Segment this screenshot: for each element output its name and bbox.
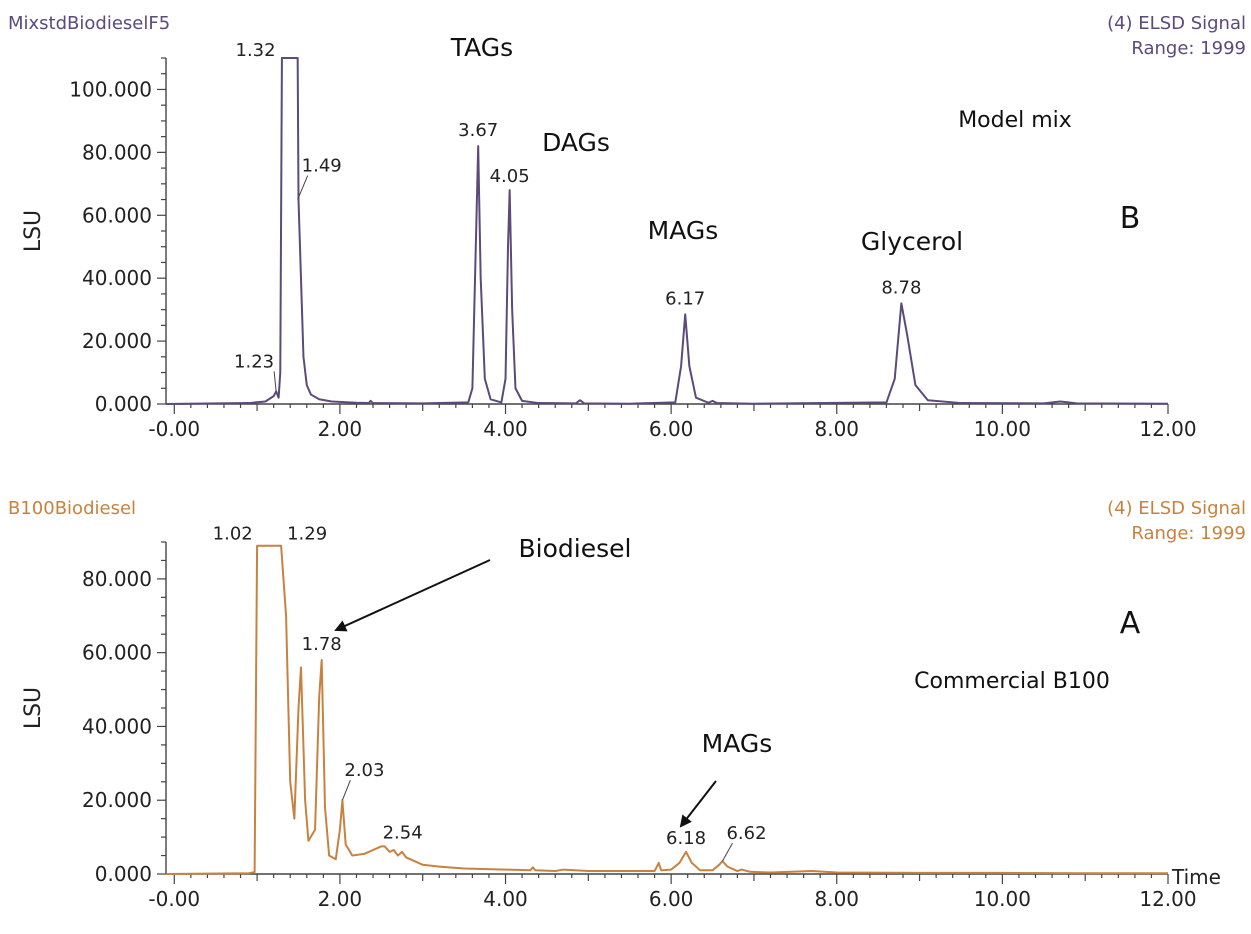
x-tick-label: 4.00: [483, 887, 528, 911]
annotation-label: MAGs: [648, 216, 719, 245]
panel-A: B100Biodiesel (4) ELSD Signal Range: 1999 L…: [8, 498, 1246, 911]
range-label: Range: 1999: [1131, 523, 1246, 544]
peak-leader: [341, 780, 351, 801]
peak-label: 2.54: [383, 822, 423, 843]
y-tick-label: 0.000: [95, 862, 152, 886]
annotation-label: Commercial B100: [914, 669, 1110, 694]
peak-label: 2.03: [344, 760, 384, 781]
peak-label: 1.32: [236, 40, 276, 61]
x-tick-label: 8.00: [814, 887, 859, 911]
x-tick-label: 6.00: [649, 887, 694, 911]
annotation-arrow: [679, 780, 717, 828]
y-tick-label: 60.000: [82, 641, 152, 665]
range-label: Range: 1999: [1131, 38, 1246, 59]
peak-leader: [273, 371, 277, 392]
signal-label: (4) ELSD Signal: [1107, 498, 1246, 519]
peak-label: 4.05: [490, 166, 530, 187]
peak-label: 1.02: [213, 524, 253, 545]
x-tick-label: 12.00: [1139, 887, 1196, 911]
annotation-label: Glycerol: [861, 227, 963, 256]
x-axis-label: Time: [1171, 865, 1221, 889]
annotation-label: Model mix: [958, 108, 1072, 133]
signal-trace-0: [165, 57, 1169, 405]
annotation-label: DAGs: [542, 128, 610, 157]
peak-label: 6.62: [726, 823, 766, 844]
peak-label: 1.23: [234, 351, 274, 372]
x-tick-label: 10.00: [974, 417, 1031, 441]
signal-label: (4) ELSD Signal: [1107, 13, 1246, 34]
y-tick-label: 40.000: [82, 266, 152, 290]
y-tick-label: 20.000: [82, 329, 152, 353]
x-tick-label: 12.00: [1139, 417, 1196, 441]
sample-name: B100Biodiesel: [8, 498, 136, 519]
x-tick-label: -0.00: [148, 417, 200, 441]
annotation-label: MAGs: [702, 729, 773, 758]
panel-letter: B: [1120, 201, 1141, 236]
panel-letter: A: [1120, 606, 1141, 641]
peak-label: 6.17: [665, 288, 705, 309]
peak-label: 1.78: [302, 634, 342, 655]
x-tick-label: 8.00: [814, 417, 859, 441]
y-tick-label: 40.000: [82, 714, 152, 738]
y-axis-label: LSU: [21, 687, 46, 729]
peak-label: 1.49: [302, 156, 342, 177]
y-tick-label: 60.000: [82, 203, 152, 227]
annotation-label: TAGs: [450, 33, 513, 62]
y-tick-label: 80.000: [82, 567, 152, 591]
y-axis-label: LSU: [21, 210, 46, 252]
panel-B: MixstdBiodieselF5 (4) ELSD Signal Range: 1…: [8, 13, 1246, 441]
x-tick-label: 6.00: [649, 417, 694, 441]
peak-label: 3.67: [458, 120, 498, 141]
y-tick-label: 20.000: [82, 788, 152, 812]
peak-label: 1.29: [287, 524, 327, 545]
x-tick-label: 4.00: [483, 417, 528, 441]
peak-leader: [297, 175, 309, 200]
peak-label: 6.18: [666, 828, 706, 849]
annotation-label: Biodiesel: [519, 534, 632, 563]
peak-leader: [722, 842, 733, 862]
x-tick-label: 10.00: [974, 887, 1031, 911]
y-tick-label: 0.000: [95, 392, 152, 416]
x-tick-label: -0.00: [148, 887, 200, 911]
annotation-arrow: [334, 559, 491, 632]
y-tick-label: 100.000: [69, 77, 152, 101]
x-tick-label: 2.00: [318, 887, 363, 911]
y-tick-label: 80.000: [82, 140, 152, 164]
x-tick-label: 2.00: [318, 417, 363, 441]
peak-label: 8.78: [881, 277, 921, 298]
signal-trace-0: [165, 544, 1168, 875]
sample-name: MixstdBiodieselF5: [8, 13, 170, 34]
